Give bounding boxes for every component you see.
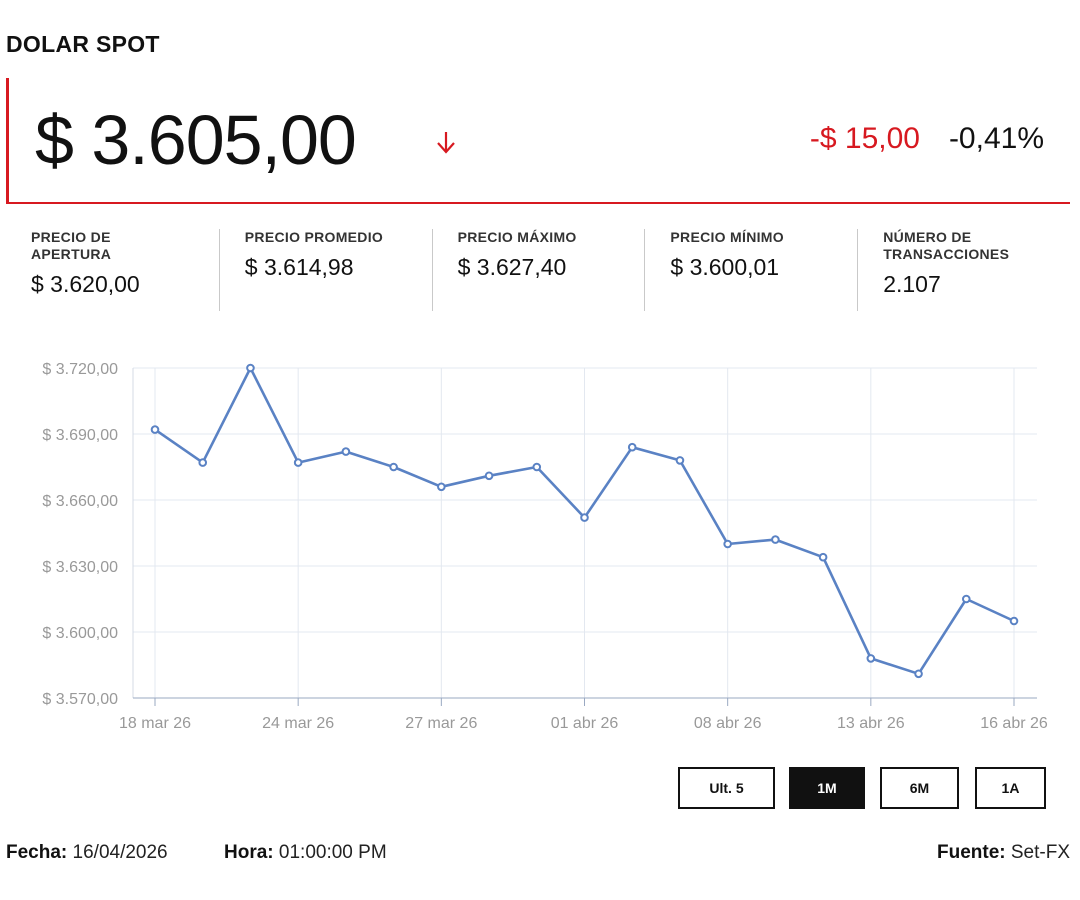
price-change-percent: -0,41%	[948, 122, 1044, 155]
stat-value: $ 3.600,01	[670, 254, 780, 280]
data-point	[198, 458, 208, 467]
stat-average-price: PRECIO PROMEDIO $ 3.614,98	[218, 229, 432, 311]
range-button-1m[interactable]: 1M	[789, 767, 865, 809]
data-point	[818, 552, 828, 562]
current-price: $ 3.605,00	[35, 101, 357, 179]
footer-date-value: 16/04/2026	[72, 842, 168, 863]
data-point	[675, 456, 685, 465]
stat-opening-price: PRECIO DE APERTURA $ 3.620,00	[6, 229, 219, 311]
stat-min-price: PRECIO MÍNIMO $ 3.600,01	[644, 229, 857, 311]
y-tick-label: $ 3.600,00	[42, 625, 118, 642]
stat-label: NÚMERO DE TRANSACCIONES	[883, 229, 1010, 262]
x-tick-label: 01 abr 26	[551, 715, 619, 732]
stat-value: $ 3.627,40	[457, 254, 567, 280]
stat-label: PRECIO MÍNIMO	[670, 229, 784, 245]
price-chart: $ 3.720,00 $ 3.690,00 $ 3.660,00 $ 3.630,00…	[0, 340, 1080, 740]
footer-time: Hora: 01:00:00 PM	[224, 842, 387, 864]
stat-value: 2.107	[883, 271, 941, 297]
y-tick-label: $ 3.630,00	[42, 559, 118, 576]
price-chart-svg: $ 3.720,00 $ 3.690,00 $ 3.660,00 $ 3.630,00…	[42, 361, 1048, 732]
stats-row: PRECIO DE APERTURA $ 3.620,00 PRECIO PRO…	[6, 229, 1070, 311]
data-point	[723, 539, 732, 549]
footer-source-value: Set-FX	[1010, 842, 1070, 863]
quote-panel: $ 3.605,00 -$ 15,00 -0,41%	[6, 78, 1070, 204]
footer-date-label: Fecha:	[6, 842, 68, 863]
data-point	[341, 447, 351, 456]
stat-max-price: PRECIO MÁXIMO $ 3.627,40	[431, 229, 645, 311]
y-tick-label: $ 3.660,00	[42, 493, 118, 510]
data-point	[532, 462, 542, 472]
x-tick-label: 13 abr 26	[837, 715, 905, 732]
x-tick-label: 24 mar 26	[262, 715, 334, 732]
y-tick-label: $ 3.690,00	[42, 427, 118, 444]
price-change: -$ 15,00	[809, 122, 920, 155]
stat-label: PRECIO DE APERTURA	[31, 229, 112, 262]
data-point	[246, 363, 255, 373]
data-point	[914, 669, 923, 679]
range-button-1a[interactable]: 1A	[975, 767, 1046, 809]
range-button-6m[interactable]: 6M	[880, 767, 959, 809]
stat-label: PRECIO MÁXIMO	[457, 229, 577, 245]
data-point	[293, 458, 303, 467]
x-tick-label: 08 abr 26	[694, 715, 762, 732]
data-point	[866, 654, 876, 663]
y-tick-label: $ 3.570,00	[42, 691, 118, 708]
range-button-ult5[interactable]: Ult. 5	[678, 767, 775, 809]
data-point	[437, 482, 446, 492]
x-tick-label: 16 abr 26	[980, 715, 1048, 732]
x-tick-label: 18 mar 26	[119, 715, 191, 732]
stat-transactions: NÚMERO DE TRANSACCIONES 2.107	[857, 229, 1070, 311]
x-tick-label: 27 mar 26	[405, 715, 477, 732]
data-point	[389, 462, 398, 472]
data-point	[150, 425, 160, 434]
footer-time-label: Hora:	[224, 842, 274, 863]
data-point	[627, 442, 637, 452]
footer-date: Fecha: 16/04/2026	[6, 842, 168, 864]
footer: Fecha: 16/04/2026 Hora: 01:00:00 PM Fuen…	[6, 842, 1070, 866]
page-title: DOLAR SPOT	[6, 31, 160, 57]
stat-value: $ 3.620,00	[31, 271, 140, 297]
footer-source: Fuente: Set-FX	[937, 842, 1070, 864]
range-selector: Ult. 5 1M 6M 1A	[0, 767, 1080, 809]
y-tick-label: $ 3.720,00	[42, 361, 118, 378]
data-point	[1009, 616, 1019, 626]
stat-label: PRECIO PROMEDIO	[244, 229, 384, 245]
footer-time-value: 01:00:00 PM	[278, 842, 387, 863]
stat-value: $ 3.614,98	[244, 254, 354, 280]
data-point	[580, 513, 589, 522]
data-point	[484, 471, 494, 481]
footer-source-label: Fuente:	[936, 842, 1006, 863]
data-point	[961, 594, 971, 604]
arrow-down-icon	[437, 132, 455, 154]
data-point	[771, 535, 780, 544]
